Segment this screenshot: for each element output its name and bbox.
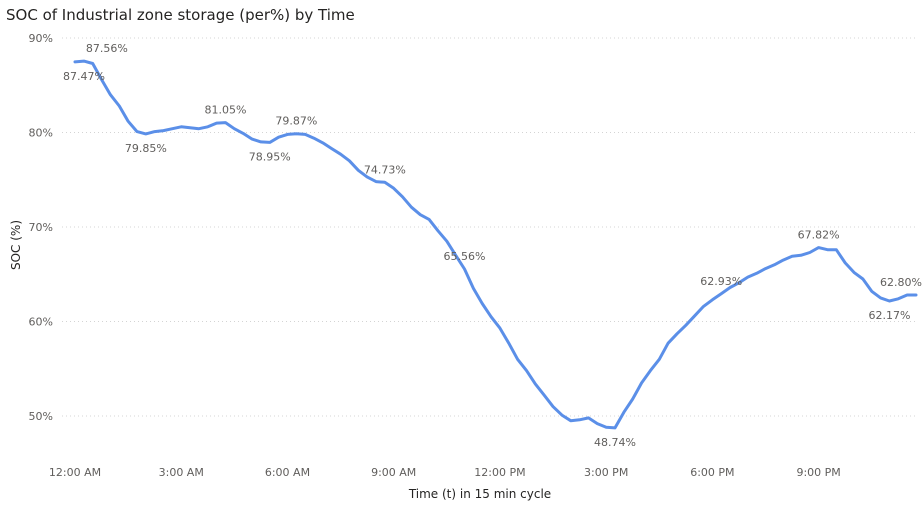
data-label: 62.80% [880, 276, 922, 289]
data-label: 78.95% [249, 150, 291, 163]
data-label: 74.73% [364, 163, 406, 176]
x-tick-label: 6:00 AM [265, 466, 310, 479]
y-tick-label: 50% [29, 410, 53, 423]
data-label: 62.93% [700, 275, 742, 288]
x-tick-label: 3:00 PM [584, 466, 628, 479]
y-axis-label: SOC (%) [9, 220, 23, 270]
x-axis-ticks: 12:00 AM 3:00 AM 6:00 AM 9:00 AM 12:00 PM 3:0… [49, 466, 841, 479]
data-label: 87.56% [86, 42, 128, 55]
x-axis-label: Time (t) in 15 min cycle [408, 487, 551, 501]
x-tick-label: 3:00 AM [159, 466, 204, 479]
data-labels: 87.47% 87.56% 79.85% 81.05% 78.95% 79.87% 74.7… [63, 42, 922, 449]
x-tick-label: 6:00 PM [690, 466, 734, 479]
data-label: 48.74% [594, 436, 636, 449]
chart-title: SOC of Industrial zone storage (per%) by… [6, 6, 355, 24]
x-tick-label: 12:00 AM [49, 466, 101, 479]
data-label: 79.85% [125, 142, 167, 155]
x-tick-label: 12:00 PM [474, 466, 525, 479]
data-label: 87.47% [63, 70, 105, 83]
data-label: 62.17% [868, 309, 910, 322]
y-tick-label: 70% [29, 221, 53, 234]
data-label: 67.82% [798, 229, 840, 242]
y-axis-ticks: 90% 80% 70% 60% 50% [29, 32, 53, 423]
data-label: 81.05% [205, 104, 247, 117]
x-tick-label: 9:00 AM [371, 466, 416, 479]
data-label: 65.56% [444, 250, 486, 263]
y-tick-label: 90% [29, 32, 53, 45]
y-tick-label: 80% [29, 127, 53, 140]
data-label: 79.87% [275, 115, 317, 128]
soc-line [73, 59, 918, 430]
gridlines [62, 37, 916, 417]
x-tick-label: 9:00 PM [796, 466, 840, 479]
y-tick-label: 60% [29, 316, 53, 329]
